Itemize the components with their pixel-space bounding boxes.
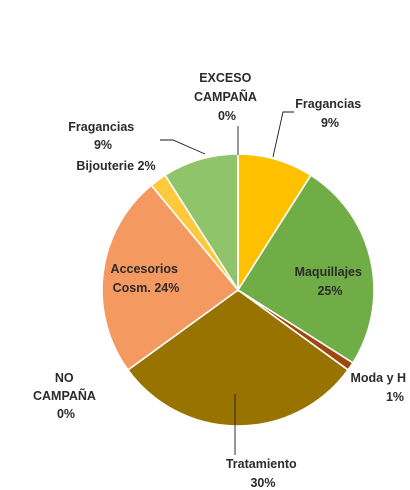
data-labels: Fragancias 9% Maquillajes 25% Moda y H 1…: [33, 71, 409, 490]
label-fragancias-left: Fragancias 9%: [68, 120, 138, 152]
label-no-campana: NO CAMPAÑA 0%: [33, 371, 99, 421]
label-moda-y-h: Moda y H 1%: [350, 371, 409, 404]
pie-slice-1-maquillajes: [236, 174, 375, 364]
pie-slice-3-tratamiento: [126, 289, 350, 427]
leader-line-fragancias-left: [160, 139, 206, 155]
label-tratamiento: Tratamiento 30%: [226, 457, 300, 490]
leader-lines: [160, 111, 294, 455]
label-accesorios: Accesorios Cosm. 24%: [111, 262, 182, 295]
leader-line-fragancias-top: [272, 111, 294, 158]
pie-slices: [101, 153, 375, 427]
label-bijouterie: Bijouterie 2%: [76, 159, 155, 173]
label-fragancias-right: Fragancias 9%: [295, 97, 365, 130]
pie-slice-5-accesorios-cosm-: [101, 184, 240, 372]
label-exceso-campana: EXCESO CAMPAÑA 0%: [194, 71, 260, 123]
label-maquillajes: Maquillajes 25%: [295, 265, 366, 298]
